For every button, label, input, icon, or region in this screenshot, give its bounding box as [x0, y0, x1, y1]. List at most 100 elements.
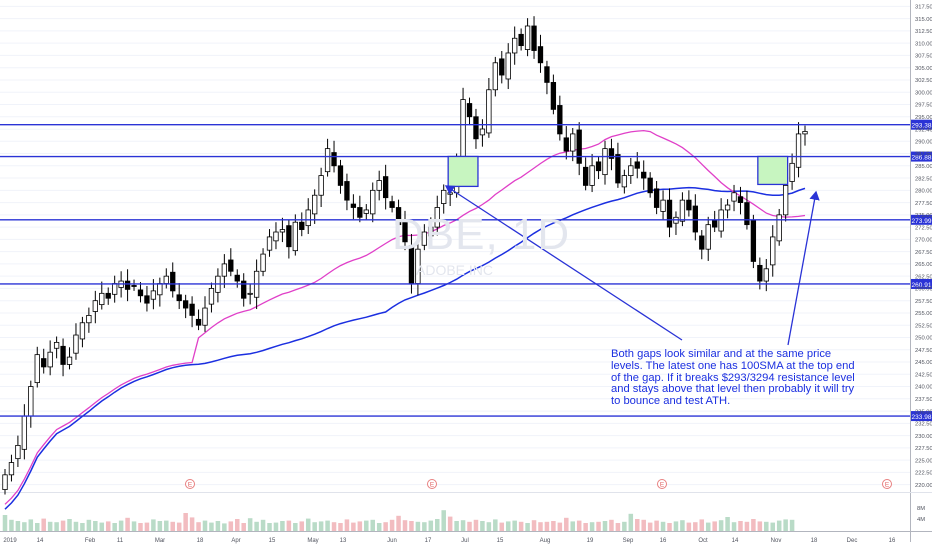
level-price-label: 273.99	[912, 218, 932, 225]
volume-bar	[667, 523, 672, 531]
volume-bar	[538, 522, 543, 531]
candle-body	[324, 148, 331, 173]
volume-bar	[551, 521, 556, 531]
sma-100-line	[4, 186, 806, 510]
candle-body	[518, 33, 524, 47]
time-tick-label: Aug	[540, 538, 551, 544]
volume-bar	[215, 521, 221, 531]
time-tick-label: Apr	[231, 538, 240, 544]
candle-body	[602, 148, 608, 176]
time-tick-label: 15	[269, 538, 276, 544]
candle-body	[150, 290, 157, 300]
candle-body	[221, 263, 228, 277]
volume-bar	[293, 523, 298, 531]
candle-body	[99, 292, 105, 306]
price-tick-label: 310.00	[915, 41, 932, 47]
volume-bar	[409, 521, 414, 531]
candle-body	[595, 161, 602, 172]
price-tick-label: 290.00	[915, 139, 932, 145]
volume-bar	[654, 520, 659, 531]
volume-bar	[473, 519, 479, 531]
candle-body	[660, 199, 666, 212]
candle-body	[318, 175, 324, 196]
candle-body	[163, 275, 169, 284]
volume-bar	[312, 522, 317, 531]
time-tick-label: 15	[497, 538, 504, 544]
price-tick-label: 270.00	[915, 238, 932, 244]
watermark-company: ADOBE INC	[416, 262, 494, 278]
candle-body	[757, 264, 763, 282]
candle-body	[8, 462, 15, 476]
arrow-to-first-gap	[444, 185, 683, 341]
volume-bar	[731, 522, 737, 531]
volume-bar	[131, 521, 137, 531]
candle-body	[576, 129, 582, 164]
level-price-label: 293.38	[912, 123, 932, 130]
volume-bar	[41, 518, 46, 531]
level-price-label: 286.88	[912, 155, 932, 162]
price-tick-label: 312.50	[915, 29, 932, 35]
candle-body	[750, 220, 757, 262]
price-tick-label: 315.00	[915, 17, 932, 23]
volume-bar	[35, 523, 40, 531]
volume-bar	[222, 523, 227, 531]
candle-body	[421, 231, 428, 246]
price-tick-label: 230.00	[915, 434, 932, 440]
candle-body	[189, 303, 195, 316]
candle-body	[73, 334, 79, 354]
time-tick-label: 19	[587, 538, 594, 544]
price-tick-label: 255.00	[915, 311, 932, 317]
gap-box	[757, 155, 789, 186]
candle-body	[647, 177, 653, 194]
price-tick-label: 282.50	[915, 176, 932, 182]
candle-body	[447, 192, 453, 195]
volume-bar	[505, 521, 511, 531]
candle-body	[486, 89, 492, 134]
level-price-label: 233.98	[912, 414, 932, 421]
candle-body	[112, 283, 118, 295]
time-tick-label: 17	[425, 538, 432, 544]
candle-body	[344, 181, 350, 201]
candle-body	[86, 315, 92, 324]
volume-bar	[209, 522, 214, 531]
volume-bar	[305, 518, 311, 531]
annotation-text: Both gaps look similar and at the same p…	[611, 348, 855, 408]
candle-body	[770, 236, 776, 266]
volume-bar	[544, 521, 550, 531]
volume-bar	[73, 521, 79, 531]
candle-body	[92, 300, 98, 312]
volume-bar	[280, 521, 285, 531]
volume-bar	[286, 520, 292, 531]
candle-body	[570, 133, 576, 152]
candle-body	[170, 271, 176, 292]
volume-bar	[151, 519, 156, 531]
candle-body	[286, 225, 292, 248]
candle-body	[260, 253, 266, 272]
price-tick-label: 297.50	[915, 103, 932, 109]
annotation-arrows	[444, 185, 820, 346]
volume-bar	[267, 523, 272, 531]
candle-body	[402, 220, 408, 243]
volume-bar	[712, 521, 717, 531]
volume-bar	[499, 522, 505, 531]
volume-bar	[22, 522, 27, 531]
candle-body	[795, 133, 802, 168]
time-tick-label: 18	[197, 538, 204, 544]
candle-body	[47, 351, 53, 368]
candle-body	[531, 25, 537, 51]
volume-bar	[699, 519, 705, 531]
time-tick-label: Feb	[85, 538, 96, 544]
price-tick-label: 267.50	[915, 250, 932, 256]
candle-body	[634, 161, 640, 169]
price-tick-label: 317.50	[915, 5, 932, 11]
time-tick-label: Nov	[771, 538, 782, 544]
volume-bar	[454, 521, 459, 531]
candle-body	[370, 189, 376, 215]
level-price-badge	[911, 278, 932, 289]
gap-box	[447, 155, 479, 188]
price-tick-label: 235.00	[915, 409, 932, 415]
candle-body	[666, 199, 673, 228]
